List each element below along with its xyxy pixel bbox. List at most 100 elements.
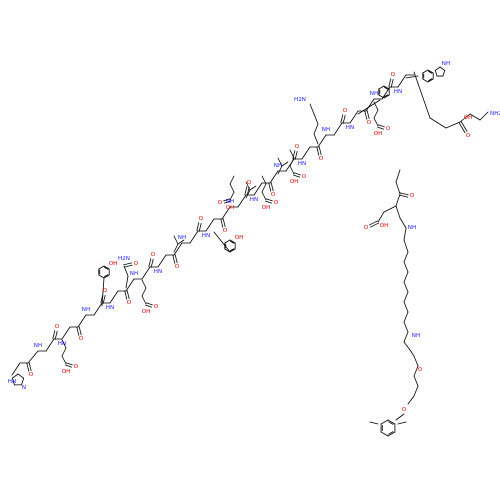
backbone-bond — [317, 134, 327, 148]
indole-benzene-ring — [422, 78, 429, 83]
tyrosine-side-chain — [98, 265, 105, 270]
linker-chain — [409, 349, 415, 357]
dimethylphenyl-ring — [388, 421, 394, 425]
indole-benzene-ring — [422, 69, 429, 74]
backbone-bond — [301, 146, 311, 160]
backbone-bond — [27, 350, 39, 364]
backbone-bond — [61, 326, 71, 340]
glutamate-side-chain — [61, 355, 67, 365]
indole-pyrrole-ring — [442, 70, 446, 77]
diacid-carbonyl — [370, 222, 379, 228]
backbone-bond — [221, 206, 231, 220]
carbonyl-bond — [222, 218, 226, 228]
amide-nitrogen: HN — [58, 341, 66, 347]
carbonyl-oxygen: O — [175, 264, 180, 270]
diacid-oxygen: O — [364, 225, 369, 231]
backbone-bond — [173, 242, 183, 256]
carbonyl-bond — [316, 146, 320, 156]
carbonyl-bond — [52, 330, 56, 340]
carbonyl-bond — [292, 150, 296, 160]
branched-side-chain — [249, 185, 257, 191]
diacid-carbonyl — [369, 220, 378, 226]
phenylalanine-ring — [383, 85, 390, 90]
linker-chain — [403, 301, 409, 313]
acid-oxygen: O — [302, 174, 307, 180]
glutamate-side-chain — [377, 124, 385, 128]
glutamate-side-chain — [289, 165, 295, 175]
indole-benzene-ring — [428, 78, 433, 82]
lysine-amine: NH2 — [490, 111, 500, 117]
amide-nitrogen: NH — [178, 235, 186, 241]
ether-chain — [407, 395, 415, 405]
tyrosine-side-chain — [224, 239, 231, 244]
dimethylphenyl-ring — [380, 419, 389, 425]
dimethylphenyl-ring — [387, 431, 396, 437]
backbone-bond — [141, 266, 151, 280]
carbonyl-bond — [28, 362, 32, 372]
imidazole-nitrogen: HN — [8, 379, 16, 385]
glutamate-side-chain — [289, 157, 295, 167]
linker-chain — [395, 205, 401, 219]
glutamate-side-chain — [223, 198, 231, 202]
amide-nitrogen: NH — [226, 199, 234, 205]
glutamate-side-chain — [265, 200, 273, 204]
amide-nitrogen: NH — [82, 307, 90, 313]
backbone-bond — [269, 170, 279, 184]
carbonyl-bond — [172, 254, 176, 264]
backbone-bond — [333, 122, 343, 136]
carbonyl-bond — [102, 294, 106, 304]
dimethylphenyl-ring — [388, 431, 394, 435]
backbone-bond — [45, 338, 55, 352]
indole-nitrogen: NH — [442, 61, 450, 67]
acid-hydroxyl: OH — [62, 369, 71, 375]
carbonyl-oxygen: O — [271, 192, 276, 198]
linker-chain — [403, 331, 409, 343]
linker-chain — [399, 217, 407, 229]
carbonyl-oxygen: O — [127, 300, 132, 306]
acid-hydroxyl: OH — [142, 309, 151, 315]
phenylalanine-ring — [378, 85, 385, 90]
dimethylphenyl-ring — [387, 419, 396, 425]
lysine-side-chain — [313, 133, 319, 145]
carbonyl-oxygen: O — [247, 180, 252, 186]
backbone-bond — [93, 302, 103, 316]
asparagine-side-chain — [125, 275, 129, 289]
branched-side-chain — [173, 235, 179, 245]
carbonyl-bond — [220, 218, 224, 228]
linker-chain — [395, 193, 401, 207]
acid-hydroxyl: OH — [374, 131, 383, 137]
glutamate-side-chain — [261, 183, 267, 193]
linker-chain — [403, 271, 409, 283]
linker-carbonyl — [399, 194, 409, 198]
carbonyl-bond — [342, 114, 346, 124]
carbonyl-bond — [196, 222, 200, 232]
tryptophan-side-chain — [405, 75, 419, 79]
acid-hydroxyl: OH — [226, 205, 235, 211]
carbonyl-bond — [198, 222, 202, 232]
phenylalanine-ring — [384, 94, 389, 98]
aspartate-side-chain — [141, 279, 147, 289]
carbonyl-bond — [268, 182, 272, 192]
carbonyl-oxygen: O — [79, 336, 84, 342]
glutamate-side-chain — [61, 339, 67, 349]
backbone-bond — [125, 278, 135, 292]
glutamate-side-chain — [265, 198, 273, 202]
amide-nitrogen: NH — [34, 343, 42, 349]
ether-bond — [395, 413, 405, 421]
phenylalanine-side-chain — [357, 99, 381, 115]
carbonyl-bond — [366, 110, 370, 120]
linker-chain — [403, 291, 409, 303]
backbone-bond — [349, 110, 359, 124]
tyrosine-side-chain — [104, 274, 109, 278]
glutamate-side-chain — [229, 183, 235, 193]
phenylalanine-ring — [384, 86, 389, 90]
c-terminal-chain — [445, 121, 461, 129]
branched-side-chain — [245, 181, 251, 191]
linker-chain — [403, 321, 409, 333]
lysine-side-chain — [469, 113, 481, 121]
acid-hydroxyl: OH — [262, 205, 271, 211]
glutamate-side-chain — [223, 200, 231, 204]
glutamate-side-chain — [261, 175, 267, 185]
amide-nitrogen: HN — [394, 89, 402, 95]
